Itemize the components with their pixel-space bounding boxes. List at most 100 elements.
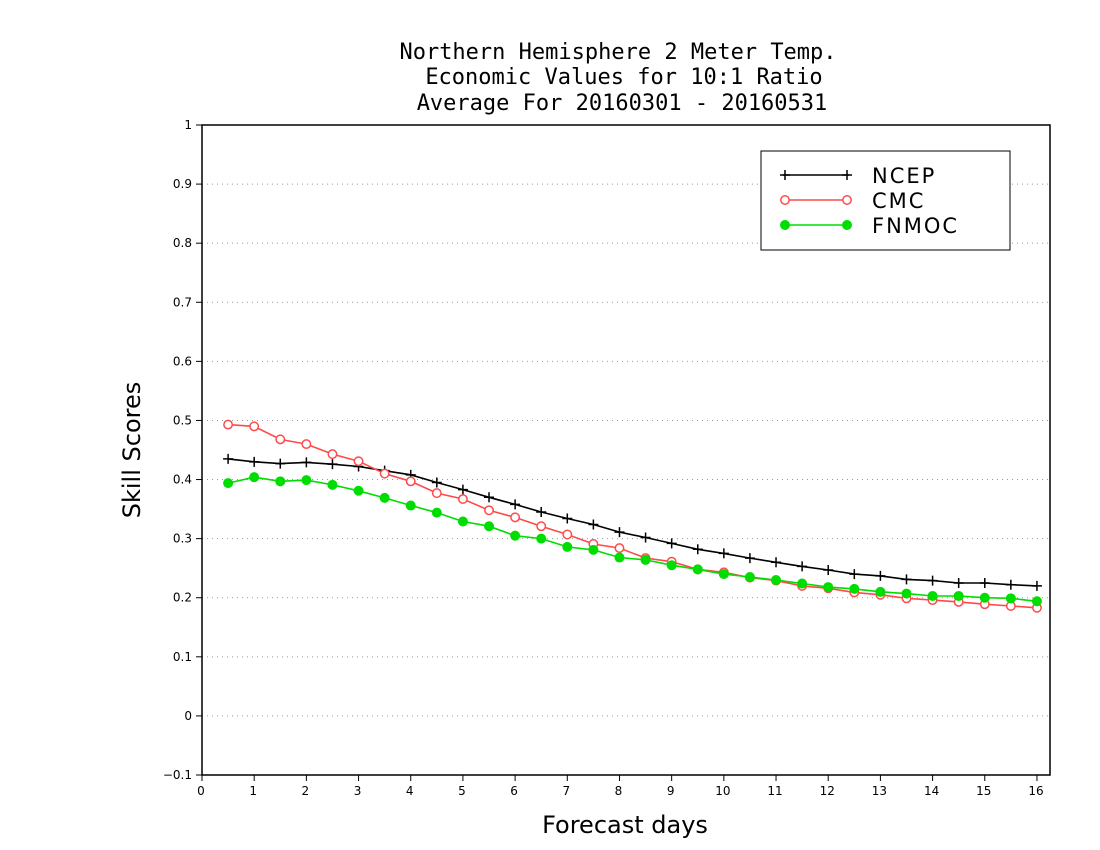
y-tick-label: 1 bbox=[184, 118, 192, 132]
data-point-fnmoc bbox=[536, 533, 547, 544]
x-axis-ticks: 0 1 2 3 4 5 6 7 8 9 10 11 12 13 14 15 16 bbox=[197, 775, 1044, 798]
y-tick-label: 0.4 bbox=[173, 473, 192, 487]
data-point-fnmoc bbox=[562, 541, 573, 552]
data-point-fnmoc bbox=[901, 588, 912, 599]
data-point-ncep bbox=[1005, 579, 1016, 590]
data-point-cmc bbox=[353, 456, 364, 467]
data-point-fnmoc bbox=[692, 564, 703, 575]
series-cmc bbox=[223, 419, 1042, 613]
y-axis-ticks: −0.1 0 0.1 0.2 0.3 0.4 0.5 0.6 0.7 0.8 0.9 1 bbox=[163, 118, 202, 782]
data-point-cmc bbox=[562, 529, 573, 540]
data-point-fnmoc bbox=[797, 578, 808, 589]
x-tick-label: 14 bbox=[924, 784, 939, 798]
data-point-fnmoc bbox=[927, 590, 938, 601]
y-tick-label: 0.7 bbox=[173, 295, 192, 309]
data-point-fnmoc bbox=[379, 492, 390, 503]
y-tick-label: 0.9 bbox=[173, 177, 192, 191]
data-point-fnmoc bbox=[249, 472, 260, 483]
chart-title-line-1: Northern Hemisphere 2 Meter Temp. bbox=[399, 40, 836, 65]
x-tick-label: 10 bbox=[715, 784, 730, 798]
data-point-fnmoc bbox=[588, 544, 599, 555]
series-line-ncep bbox=[228, 458, 1038, 587]
x-tick-label: 3 bbox=[354, 784, 362, 798]
x-tick-label: 11 bbox=[767, 784, 782, 798]
data-point-ncep bbox=[431, 477, 442, 488]
data-point-ncep bbox=[536, 507, 547, 518]
data-point-ncep bbox=[588, 519, 599, 530]
data-point-cmc bbox=[379, 468, 390, 479]
data-point-ncep bbox=[640, 532, 651, 543]
x-tick-label: 0 bbox=[197, 784, 205, 798]
x-tick-label: 7 bbox=[562, 784, 570, 798]
data-point-ncep bbox=[614, 527, 625, 538]
data-point-fnmoc bbox=[718, 569, 729, 580]
x-tick-label: 4 bbox=[406, 784, 414, 798]
y-tick-label: 0.5 bbox=[173, 413, 192, 427]
legend-marker-ncep bbox=[842, 170, 852, 180]
x-tick-label: 15 bbox=[976, 784, 991, 798]
data-point-cmc bbox=[249, 421, 260, 432]
plot-series bbox=[223, 419, 1042, 613]
x-tick-label: 2 bbox=[302, 784, 310, 798]
y-tick-label: 0.3 bbox=[173, 532, 192, 546]
data-point-fnmoc bbox=[771, 575, 782, 585]
data-point-ncep bbox=[953, 577, 964, 588]
data-point-fnmoc bbox=[275, 476, 286, 487]
plot-frame bbox=[201, 124, 1051, 776]
data-point-fnmoc bbox=[1031, 596, 1042, 607]
chart-title: Northern Hemisphere 2 Meter Temp. Econom… bbox=[399, 40, 836, 116]
series-ncep bbox=[223, 453, 1042, 591]
data-point-ncep bbox=[797, 561, 808, 572]
chart-title-line-3: Average For 20160301 - 20160531 bbox=[417, 91, 828, 116]
x-tick-label: 12 bbox=[820, 784, 835, 798]
legend-marker-ncep bbox=[780, 170, 790, 180]
legend-marker-cmc bbox=[842, 195, 852, 205]
x-tick-label: 9 bbox=[667, 784, 675, 798]
data-point-fnmoc bbox=[744, 572, 755, 583]
data-point-fnmoc bbox=[849, 583, 860, 594]
data-point-ncep bbox=[1031, 580, 1042, 591]
data-point-cmc bbox=[301, 439, 312, 450]
data-point-fnmoc bbox=[953, 590, 964, 601]
x-tick-label: 5 bbox=[458, 784, 466, 798]
data-point-cmc bbox=[614, 543, 625, 554]
data-point-fnmoc bbox=[353, 485, 364, 496]
x-tick-label: 8 bbox=[615, 784, 623, 798]
x-tick-label: 16 bbox=[1028, 784, 1043, 798]
legend-label-cmc: CMC bbox=[872, 189, 925, 213]
data-point-ncep bbox=[275, 458, 286, 469]
chart-title-line-2: Economic Values for 10:1 Ratio bbox=[425, 65, 822, 90]
x-tick-label: 13 bbox=[872, 784, 887, 798]
data-point-ncep bbox=[901, 574, 912, 585]
data-point-fnmoc bbox=[327, 479, 338, 490]
data-point-fnmoc bbox=[640, 554, 651, 565]
data-point-cmc bbox=[275, 434, 286, 445]
data-point-ncep bbox=[457, 484, 468, 495]
data-point-cmc bbox=[431, 488, 442, 499]
data-point-cmc bbox=[510, 512, 521, 523]
data-point-ncep bbox=[927, 575, 938, 586]
legend-marker-cmc bbox=[780, 195, 790, 205]
gridlines bbox=[202, 183, 1050, 717]
legend-label-fnmoc: FNMOC bbox=[872, 214, 959, 238]
data-point-fnmoc bbox=[405, 500, 416, 511]
data-point-fnmoc bbox=[979, 592, 990, 603]
data-point-ncep bbox=[484, 492, 495, 503]
y-tick-label: 0.2 bbox=[173, 591, 192, 605]
legend-marker-fnmoc bbox=[842, 220, 852, 230]
x-axis-title: Forecast days bbox=[542, 811, 708, 839]
data-point-ncep bbox=[849, 569, 860, 580]
data-point-fnmoc bbox=[614, 552, 625, 563]
series-fnmoc bbox=[223, 472, 1042, 607]
x-tick-label: 1 bbox=[249, 784, 257, 798]
y-tick-label: −0.1 bbox=[163, 768, 192, 782]
data-point-fnmoc bbox=[1005, 593, 1016, 604]
data-point-ncep bbox=[718, 548, 729, 559]
data-point-fnmoc bbox=[875, 586, 886, 597]
x-tick-label: 6 bbox=[510, 784, 518, 798]
data-point-fnmoc bbox=[484, 521, 495, 532]
data-point-ncep bbox=[223, 453, 234, 464]
y-tick-label: 0.6 bbox=[173, 354, 192, 368]
